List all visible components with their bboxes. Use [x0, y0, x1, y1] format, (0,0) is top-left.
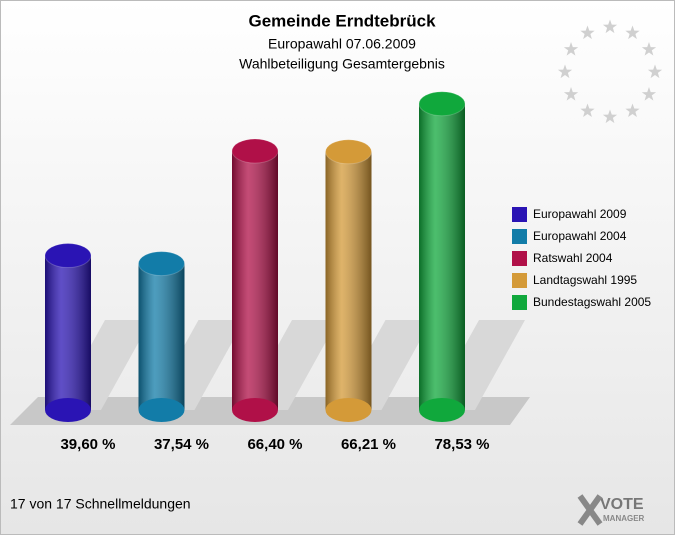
- star: [580, 25, 595, 40]
- star: [602, 109, 618, 124]
- bar-shade: [138, 263, 185, 410]
- star: [602, 19, 618, 34]
- stars: [557, 19, 663, 124]
- subtitle: Wahlbeteiligung Gesamtergebnis: [239, 56, 445, 72]
- star: [625, 25, 640, 40]
- star: [625, 103, 640, 117]
- bar-bottom: [45, 398, 91, 422]
- legend-label: Europawahl 2004: [533, 229, 627, 243]
- legend-swatch: [512, 229, 527, 244]
- legend-label: Ratswahl 2004: [533, 251, 613, 265]
- legend-label: Landtagswahl 1995: [533, 273, 637, 287]
- bar-top: [418, 91, 466, 117]
- value-label: 78,53 %: [434, 436, 489, 453]
- star: [563, 42, 579, 56]
- legend-swatch: [512, 251, 527, 266]
- star: [647, 64, 663, 79]
- bar-shade: [232, 151, 278, 411]
- bar-shade: [45, 255, 91, 410]
- star: [580, 103, 595, 117]
- legend-swatch: [512, 273, 527, 288]
- bar-top: [325, 139, 372, 165]
- value-label: 39,60 %: [60, 436, 115, 453]
- logo: VOTE: [600, 496, 644, 513]
- star: [641, 87, 657, 101]
- bar-bottom: [419, 398, 465, 422]
- footer: 17 von 17 Schnellmeldungen: [10, 496, 191, 512]
- legend-label: Bundestagswahl 2005: [533, 295, 651, 309]
- bar-bottom: [325, 398, 372, 422]
- bar-top: [231, 138, 279, 164]
- chart-title: Gemeinde Erndtebrück: [248, 11, 436, 30]
- legend-swatch: [512, 295, 527, 310]
- bar-top: [44, 243, 92, 269]
- logo-mark: [577, 494, 603, 526]
- star: [641, 42, 657, 56]
- value-label: 66,40 %: [247, 436, 302, 453]
- star: [563, 87, 579, 101]
- bar-bottom: [232, 398, 278, 422]
- logo: MANAGER: [603, 514, 645, 523]
- bar-shade: [325, 151, 372, 410]
- bar-top: [138, 251, 185, 277]
- subtitle: Europawahl 07.06.2009: [268, 36, 416, 52]
- bar-bottom: [138, 398, 185, 422]
- legend-swatch: [512, 207, 527, 222]
- bar-shade: [419, 103, 465, 410]
- value-label: 37,54 %: [154, 436, 209, 453]
- legend-label: Europawahl 2009: [533, 207, 627, 221]
- value-label: 66,21 %: [341, 436, 396, 453]
- star: [557, 64, 573, 79]
